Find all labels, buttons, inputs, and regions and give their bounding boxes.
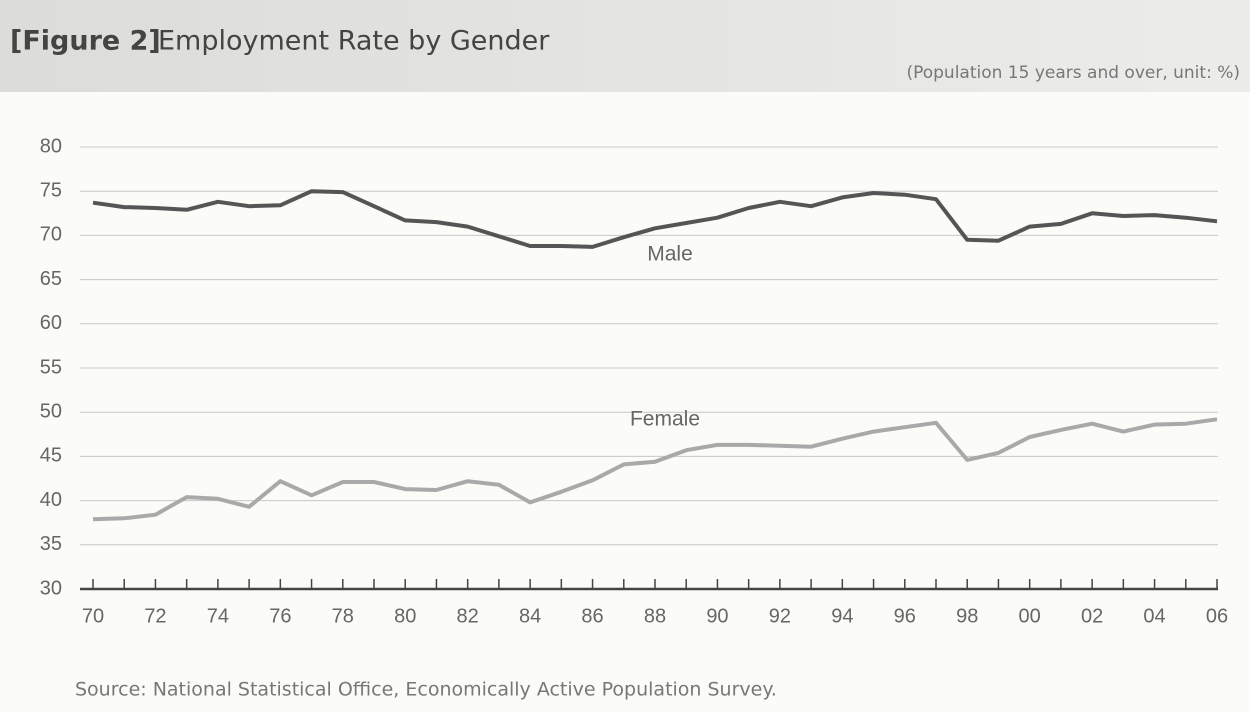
series-label: Female [630, 408, 700, 431]
x-tick-label: 70 [82, 605, 104, 627]
x-tick-label: 92 [769, 605, 791, 627]
y-tick-label: 75 [40, 179, 62, 201]
x-tick-label: 86 [581, 605, 603, 627]
y-tick-label: 70 [40, 224, 62, 246]
x-tick-label: 02 [1081, 605, 1103, 627]
y-tick-label: 30 [40, 577, 62, 599]
x-tick-label: 84 [519, 605, 541, 627]
data-line [92, 417, 1218, 522]
x-tick-label: 06 [1206, 605, 1228, 627]
source-note: Source: National Statistical Office, Eco… [75, 679, 777, 701]
x-tick-label: 94 [831, 605, 853, 627]
chart-title: Employment Rate by Gender [158, 26, 550, 57]
x-tick-label: 88 [644, 605, 666, 627]
title-band [0, 0, 1250, 92]
x-tick-label: 04 [1143, 605, 1165, 627]
chart-subtitle: (Population 15 years and over, unit: %) [906, 63, 1240, 83]
y-tick-label: 40 [40, 489, 62, 511]
y-tick-label: 55 [40, 356, 62, 378]
x-tick-label: 74 [207, 605, 229, 627]
series-label: Male [647, 243, 693, 266]
x-tick-label: 82 [457, 605, 479, 627]
y-tick-label: 60 [40, 312, 62, 334]
figure-label: [Figure 2] [10, 26, 161, 57]
y-tick-label: 50 [40, 400, 62, 422]
x-tick-label: 90 [706, 605, 728, 627]
y-tick-label: 35 [40, 533, 62, 555]
y-tick-label: 80 [40, 135, 62, 157]
x-tick-label: 72 [144, 605, 166, 627]
y-tick-label: 65 [40, 268, 62, 290]
data-line [92, 189, 1218, 249]
y-tick-label: 45 [40, 445, 62, 467]
x-tick-label: 76 [269, 605, 291, 627]
x-tick-label: 96 [894, 605, 916, 627]
x-tick-label: 78 [332, 605, 354, 627]
x-tick-label: 98 [956, 605, 978, 627]
x-tick-label: 80 [394, 605, 416, 627]
x-tick-label: 00 [1019, 605, 1041, 627]
